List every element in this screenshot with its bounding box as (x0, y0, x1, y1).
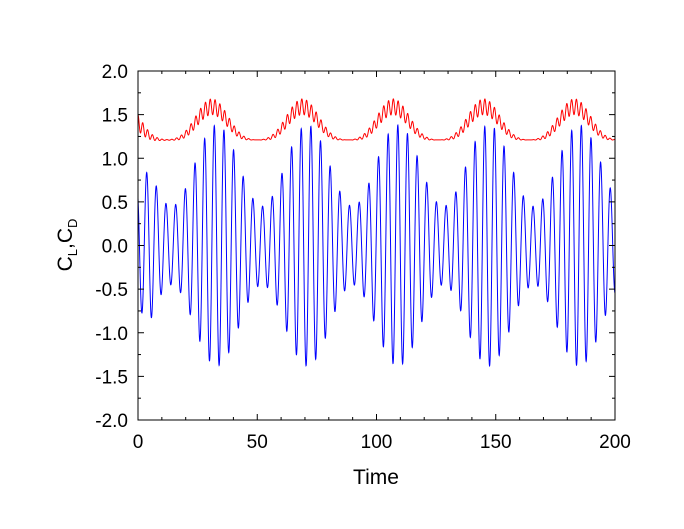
y-tick-label: 2.0 (102, 62, 128, 83)
series-line-lift (138, 123, 615, 368)
x-tick-label: 50 (247, 432, 268, 453)
x-axis-title: Time (353, 466, 399, 489)
y-tick-label: 1.5 (102, 106, 128, 127)
y-axis-title-c2: C (54, 228, 77, 243)
y-tick-label: -1.5 (95, 367, 128, 388)
y-tick-label: -0.5 (95, 280, 128, 301)
y-tick-label: -1.0 (95, 324, 128, 345)
x-tick-label: 0 (133, 432, 144, 453)
y-axis-title-c1: C (54, 256, 77, 271)
series-layer (138, 98, 615, 368)
y-tick-label: 0.0 (102, 237, 128, 258)
y-axis-title: CL,CD (54, 219, 80, 272)
y-tick-label: 1.0 (102, 149, 128, 170)
x-tick-label: 150 (480, 432, 512, 453)
series-line-drag (138, 98, 615, 142)
y-tick-label: 0.5 (102, 193, 128, 214)
y-tick-label: -2.0 (95, 411, 128, 432)
x-tick-label: 100 (361, 432, 393, 453)
y-axis-title-sub-l: L (65, 249, 80, 256)
y-axis-title-sep: , (54, 243, 77, 249)
y-axis-title-sub-d: D (65, 219, 80, 228)
x-tick-label: 200 (599, 432, 631, 453)
ticks-layer: 0 50 100 150 200 2.0 1.5 1.0 0.5 0.0 -0.5 -1.0 -1.5 -… (95, 62, 631, 453)
